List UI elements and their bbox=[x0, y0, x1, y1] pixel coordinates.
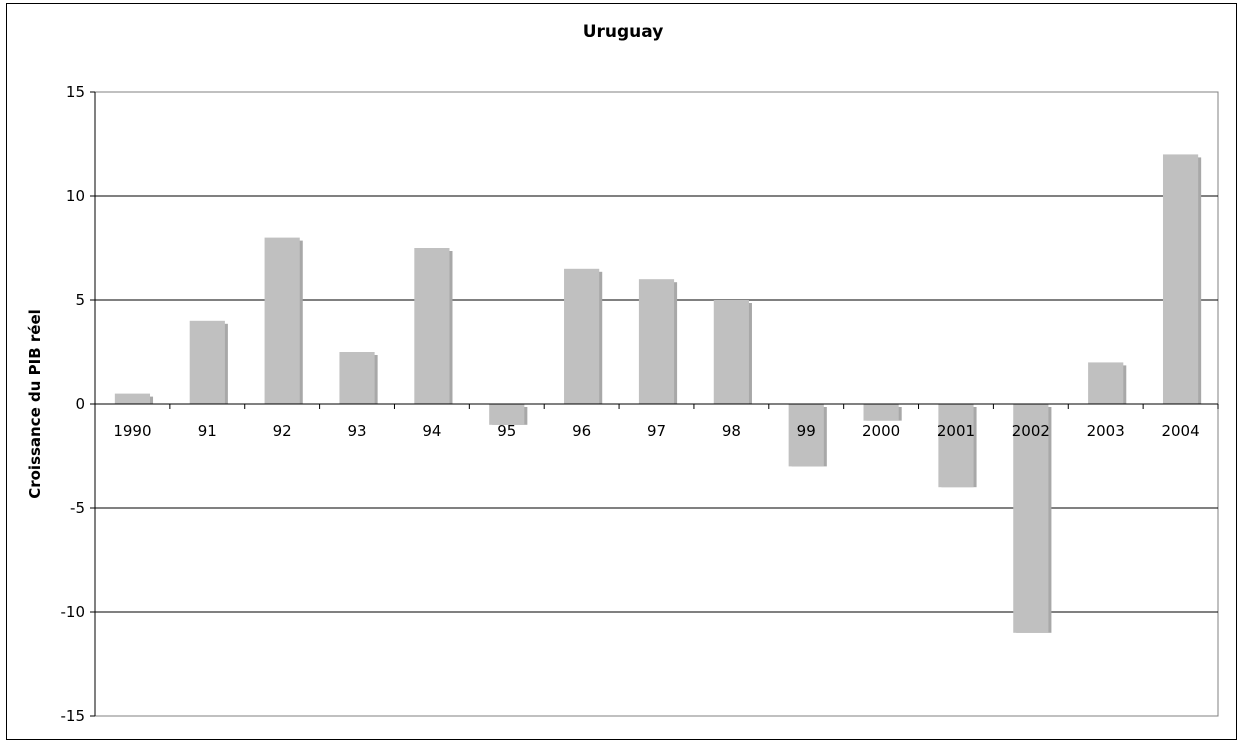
bar-fill bbox=[339, 352, 375, 404]
bar bbox=[489, 404, 528, 425]
y-tick-label: -10 bbox=[61, 603, 86, 621]
bar bbox=[1162, 154, 1202, 404]
x-tick-label: 2001 bbox=[937, 422, 975, 440]
axes bbox=[90, 91, 1219, 717]
x-tick-label: 2004 bbox=[1161, 422, 1199, 440]
bar-fill bbox=[264, 237, 300, 404]
y-tick-labels: -15 -10 -5 0 5 10 15 bbox=[61, 83, 86, 725]
x-tick-label: 92 bbox=[273, 422, 292, 440]
bar-fill bbox=[863, 404, 899, 421]
y-tick-label: -5 bbox=[70, 499, 85, 517]
chart-title: Uruguay bbox=[583, 22, 664, 42]
bar bbox=[788, 404, 827, 467]
bar-fill bbox=[1162, 154, 1199, 404]
bar-fill bbox=[1013, 404, 1049, 633]
bar bbox=[564, 268, 603, 404]
bar bbox=[264, 237, 303, 404]
x-tick-label: 93 bbox=[347, 422, 366, 440]
x-tick-label: 91 bbox=[198, 422, 217, 440]
bars bbox=[114, 154, 1202, 633]
x-tick-label: 96 bbox=[572, 422, 591, 440]
x-tick-label: 1990 bbox=[113, 422, 151, 440]
bar bbox=[938, 404, 977, 488]
x-tick-label: 2000 bbox=[862, 422, 900, 440]
bar-fill bbox=[938, 404, 974, 488]
y-tick-label: 0 bbox=[75, 395, 85, 413]
y-axis-label: Croissance du PIB réel bbox=[26, 309, 44, 499]
bar bbox=[863, 404, 902, 421]
bar-fill bbox=[489, 404, 525, 425]
bar bbox=[339, 352, 378, 404]
bar-fill bbox=[114, 393, 151, 404]
bar-fill bbox=[414, 248, 450, 404]
x-tick-label: 95 bbox=[497, 422, 516, 440]
bar bbox=[114, 393, 154, 404]
bar-fill bbox=[638, 279, 675, 404]
x-tick-label: 98 bbox=[722, 422, 741, 440]
bar-fill bbox=[564, 268, 600, 404]
x-tick-label: 2003 bbox=[1087, 422, 1125, 440]
y-tick-label: 5 bbox=[75, 291, 85, 309]
x-tick-label: 99 bbox=[797, 422, 816, 440]
bar bbox=[713, 300, 752, 404]
x-tick-label: 94 bbox=[422, 422, 441, 440]
x-tick-label: 2002 bbox=[1012, 422, 1050, 440]
bar bbox=[414, 248, 453, 404]
bar bbox=[1013, 404, 1052, 633]
bar-fill bbox=[1088, 362, 1124, 404]
x-tick-labels: 1990 91 92 93 94 95 96 97 98 99 2000 2001 2002 2003 20… bbox=[113, 422, 1199, 440]
bar-fill bbox=[713, 300, 749, 404]
bar bbox=[638, 279, 678, 404]
y-tick-label: 10 bbox=[66, 187, 85, 205]
bar bbox=[1088, 362, 1127, 404]
y-tick-label: -15 bbox=[61, 707, 86, 725]
bar-fill bbox=[189, 320, 225, 404]
y-tick-label: 15 bbox=[66, 83, 85, 101]
x-tick-label: 97 bbox=[647, 422, 666, 440]
bar-fill bbox=[788, 404, 824, 467]
bar bbox=[189, 320, 228, 404]
